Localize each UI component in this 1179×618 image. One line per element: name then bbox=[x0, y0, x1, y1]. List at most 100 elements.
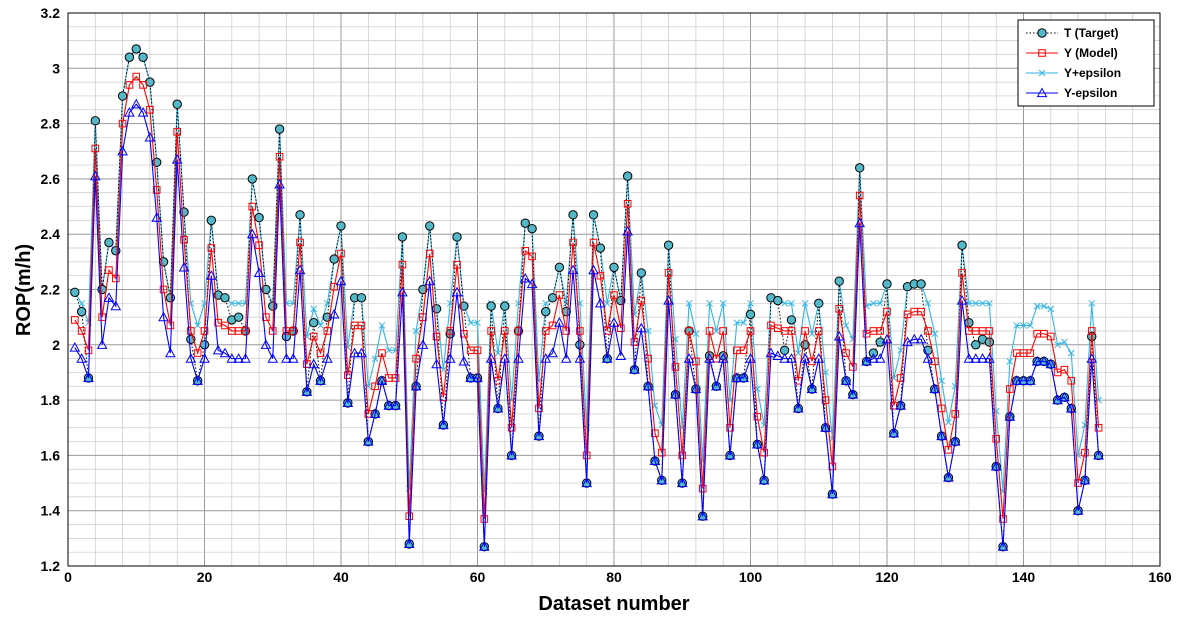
data-point-y-epsilon bbox=[608, 317, 620, 327]
data-point-y-epsilon bbox=[827, 488, 838, 499]
data-point-y-model bbox=[453, 260, 461, 269]
data-point-t-target bbox=[609, 262, 619, 273]
data-point-y-epsilon bbox=[956, 295, 968, 305]
data-point-y-model bbox=[671, 363, 680, 371]
data-point-y-epsilon bbox=[738, 372, 750, 383]
data-point-y-epsilon bbox=[235, 299, 242, 307]
data-point-y-model bbox=[651, 429, 659, 438]
data-point-y-epsilon bbox=[185, 353, 197, 363]
data-point-y-epsilon bbox=[806, 383, 818, 394]
data-point-y-epsilon bbox=[403, 538, 415, 548]
data-point-y-epsilon bbox=[1031, 355, 1043, 366]
data-point-y-epsilon bbox=[281, 353, 292, 363]
data-point-t-target bbox=[309, 317, 319, 328]
data-point-t-target bbox=[486, 301, 496, 311]
data-point-y-model bbox=[883, 307, 891, 316]
y-tick-label: 2.4 bbox=[41, 226, 61, 242]
data-point-y-model bbox=[296, 238, 304, 247]
data-point-y-model bbox=[1026, 349, 1035, 357]
data-point-y-epsilon bbox=[342, 397, 354, 407]
data-point-y-epsilon bbox=[970, 353, 982, 363]
data-point-y-epsilon bbox=[410, 380, 422, 391]
data-point-y-model bbox=[425, 249, 434, 258]
series-line-y-model bbox=[74, 75, 1100, 520]
data-point-y-epsilon bbox=[240, 353, 251, 363]
data-point-y-epsilon bbox=[1020, 322, 1027, 329]
data-point-y-epsilon bbox=[560, 353, 572, 363]
data-point-y-epsilon bbox=[412, 327, 420, 335]
data-point-y-epsilon bbox=[194, 322, 202, 329]
data-point-y-model bbox=[248, 202, 257, 211]
data-point-y-epsilon bbox=[772, 350, 784, 360]
data-point-y-epsilon bbox=[103, 292, 115, 302]
data-point-y-epsilon bbox=[979, 299, 986, 307]
data-point-y-epsilon bbox=[1013, 322, 1021, 329]
data-point-t-target bbox=[971, 340, 981, 350]
data-point-y-epsilon bbox=[467, 319, 475, 327]
data-point-y-epsilon bbox=[369, 408, 381, 419]
data-point-y-model bbox=[241, 327, 250, 335]
data-point-y-model bbox=[268, 327, 277, 335]
data-point-y-epsilon bbox=[740, 319, 748, 327]
data-point-y-epsilon bbox=[165, 347, 176, 358]
data-point-y-model bbox=[698, 484, 707, 493]
data-point-t-target bbox=[70, 287, 80, 297]
data-point-t-target bbox=[875, 337, 885, 347]
data-point-t-target bbox=[356, 293, 367, 303]
x-tick-label: 20 bbox=[197, 569, 213, 585]
data-point-y-epsilon bbox=[897, 346, 905, 354]
data-point-y-model bbox=[562, 327, 571, 335]
data-point-y-epsilon bbox=[130, 98, 142, 109]
data-point-y-model bbox=[173, 128, 181, 136]
data-point-y-epsilon bbox=[690, 383, 702, 394]
data-point-y-epsilon bbox=[465, 372, 477, 383]
data-point-y-model bbox=[712, 354, 721, 363]
data-point-y-epsilon bbox=[574, 353, 586, 363]
data-point-y-epsilon bbox=[644, 327, 652, 335]
data-point-y-epsilon bbox=[212, 344, 224, 355]
x-tick-label: 0 bbox=[64, 569, 72, 585]
data-point-t-target bbox=[397, 232, 408, 242]
legend-label-y-epsilon: Y+epsilon bbox=[1064, 66, 1121, 80]
legend-marker-y-epsilon bbox=[1036, 87, 1048, 98]
data-point-y-epsilon bbox=[1024, 375, 1036, 385]
data-point-y-epsilon bbox=[260, 339, 272, 349]
y-tick-label: 1.2 bbox=[41, 558, 61, 574]
data-point-y-model bbox=[275, 152, 284, 161]
data-point-y-model bbox=[814, 327, 823, 335]
data-point-y-model bbox=[432, 332, 441, 341]
x-tick-label: 160 bbox=[1148, 569, 1172, 585]
data-point-y-epsilon bbox=[547, 347, 558, 358]
data-point-t-target bbox=[554, 262, 565, 273]
data-point-y-model bbox=[528, 252, 536, 261]
data-point-y-model bbox=[371, 382, 379, 391]
data-point-y-epsilon bbox=[656, 474, 668, 485]
data-point-t-target bbox=[786, 315, 797, 325]
data-point-y-epsilon bbox=[820, 422, 831, 432]
data-point-y-epsilon bbox=[963, 353, 975, 363]
data-point-y-model bbox=[405, 512, 414, 521]
data-point-y-epsilon bbox=[595, 297, 606, 308]
data-point-y-epsilon bbox=[446, 299, 454, 307]
data-point-y-epsilon bbox=[717, 353, 729, 363]
data-point-y-epsilon bbox=[833, 330, 845, 341]
data-point-y-epsilon bbox=[854, 217, 866, 228]
data-point-t-target bbox=[329, 254, 339, 264]
data-point-y-epsilon bbox=[670, 389, 681, 399]
data-point-y-model bbox=[180, 235, 188, 244]
data-point-y-epsilon bbox=[158, 311, 169, 322]
y-tick-label: 2 bbox=[52, 337, 60, 353]
data-point-y-epsilon bbox=[945, 418, 952, 426]
tick-labels: 0 20 40 60 80 100 120 140 160 1.2 1.4 1.6 1.8 2 2.2 2.4… bbox=[41, 5, 1172, 585]
data-point-y-epsilon bbox=[1093, 449, 1104, 460]
data-point-y-epsilon bbox=[622, 225, 633, 236]
data-point-y-epsilon bbox=[540, 353, 552, 363]
data-point-y-model bbox=[739, 346, 748, 355]
data-point-y-epsilon bbox=[1018, 375, 1029, 385]
data-point-y-epsilon bbox=[438, 419, 449, 430]
data-point-y-epsilon bbox=[431, 358, 442, 369]
data-point-y-epsilon bbox=[924, 299, 932, 307]
data-point-y-epsilon bbox=[997, 541, 1009, 551]
data-point-t-target bbox=[206, 215, 217, 226]
data-point-y-epsilon bbox=[751, 438, 763, 449]
